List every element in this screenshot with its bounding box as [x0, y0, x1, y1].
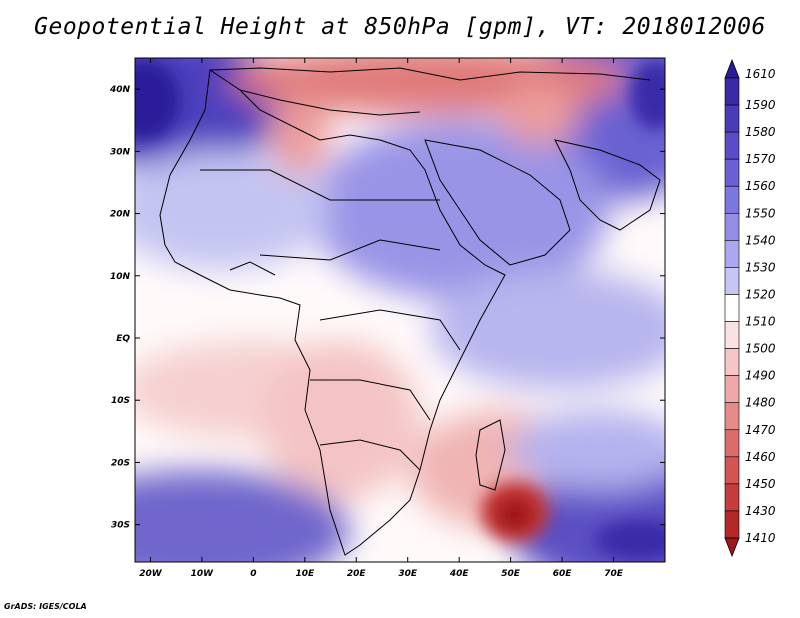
- colorbar-label: 1450: [745, 477, 776, 491]
- colorbar-label: 1560: [745, 179, 776, 193]
- colorbar-label: 1460: [745, 450, 776, 464]
- colorbar-bin: [724, 240, 740, 268]
- colorbar-label: 1570: [745, 152, 776, 166]
- coastline-overlay: [159, 67, 661, 556]
- y-tick-label: 30N: [110, 147, 131, 157]
- colorbar-label: 1550: [745, 206, 776, 220]
- x-tick-label: 20W: [139, 569, 163, 579]
- map-frame: [134, 57, 666, 563]
- height-field: [135, 58, 665, 562]
- x-tick-label: 0: [250, 569, 256, 579]
- colorbar-label: 1410: [745, 531, 776, 545]
- y-tick-label: 10S: [111, 396, 130, 406]
- colorbar-bin: [724, 348, 740, 376]
- colorbar-bin: [724, 104, 740, 133]
- colorbar-label: 1610: [745, 67, 776, 81]
- colorbar-bin: [724, 294, 740, 322]
- colorbar-bin: [724, 456, 740, 485]
- y-tick-label: EQ: [116, 334, 130, 344]
- map-title: Geopotential Height at 850hPa [gpm], VT:…: [34, 14, 766, 40]
- colorbar: 1610 1590 1580 1570 1560 1550 1540 1530 1520 1510…: [724, 58, 776, 558]
- colorbar-label: 1430: [745, 504, 776, 518]
- x-tick-label: 20E: [347, 569, 367, 579]
- y-tick-label: 30S: [111, 521, 130, 531]
- colorbar-label: 1590: [745, 98, 776, 112]
- colorbar-bin: [724, 483, 740, 512]
- colorbar-bin: [724, 267, 740, 295]
- colorbar-bin: [724, 131, 740, 160]
- y-tick-label: 40N: [109, 85, 131, 95]
- y-tick-label: 20N: [110, 210, 131, 220]
- colorbar-bin: [724, 212, 740, 241]
- y-tick-label: 10N: [110, 272, 131, 282]
- colorbar-bin: [724, 375, 740, 404]
- grads-credit: GrADS: IGES/COLA: [4, 602, 87, 611]
- x-tick-label: 40E: [449, 569, 470, 579]
- x-tick-label: 60E: [553, 569, 573, 579]
- colorbar-bin: [724, 158, 740, 187]
- colorbar-label: 1510: [745, 315, 776, 329]
- colorbar-label: 1490: [745, 369, 776, 383]
- colorbar-max-arrow: [724, 58, 740, 79]
- x-tick-label: 30E: [398, 569, 418, 579]
- x-tick-label: 10E: [295, 569, 315, 579]
- colorbar-label: 1530: [745, 260, 776, 274]
- colorbar-label: 1520: [745, 287, 776, 301]
- x-tick-label: 50E: [501, 569, 521, 579]
- colorbar-bin: [724, 402, 740, 431]
- colorbar-label: 1470: [745, 423, 776, 437]
- colorbar-label: 1540: [745, 233, 776, 247]
- colorbar-min-arrow: [724, 537, 740, 558]
- colorbar-label: 1500: [745, 342, 776, 356]
- colorbar-bin: [724, 321, 740, 349]
- colorbar-bin: [724, 185, 740, 214]
- colorbar-bin: [724, 510, 740, 539]
- colorbar-bin: [724, 77, 740, 106]
- colorbar-label: 1480: [745, 396, 776, 410]
- geopotential-map: 20W 10W 0 10E 20E 30E 40E 50E 60E 70E 40N 30N 20N 10N…: [109, 57, 666, 579]
- colorbar-label: 1580: [745, 125, 776, 139]
- x-tick-label: 70E: [604, 569, 624, 579]
- y-tick-label: 20S: [111, 458, 130, 468]
- colorbar-bin: [724, 429, 740, 458]
- x-tick-label: 10W: [191, 569, 215, 579]
- axis-ticks: 20W 10W 0 10E 20E 30E 40E 50E 60E 70E 40N 30N 20N 10N…: [109, 58, 665, 579]
